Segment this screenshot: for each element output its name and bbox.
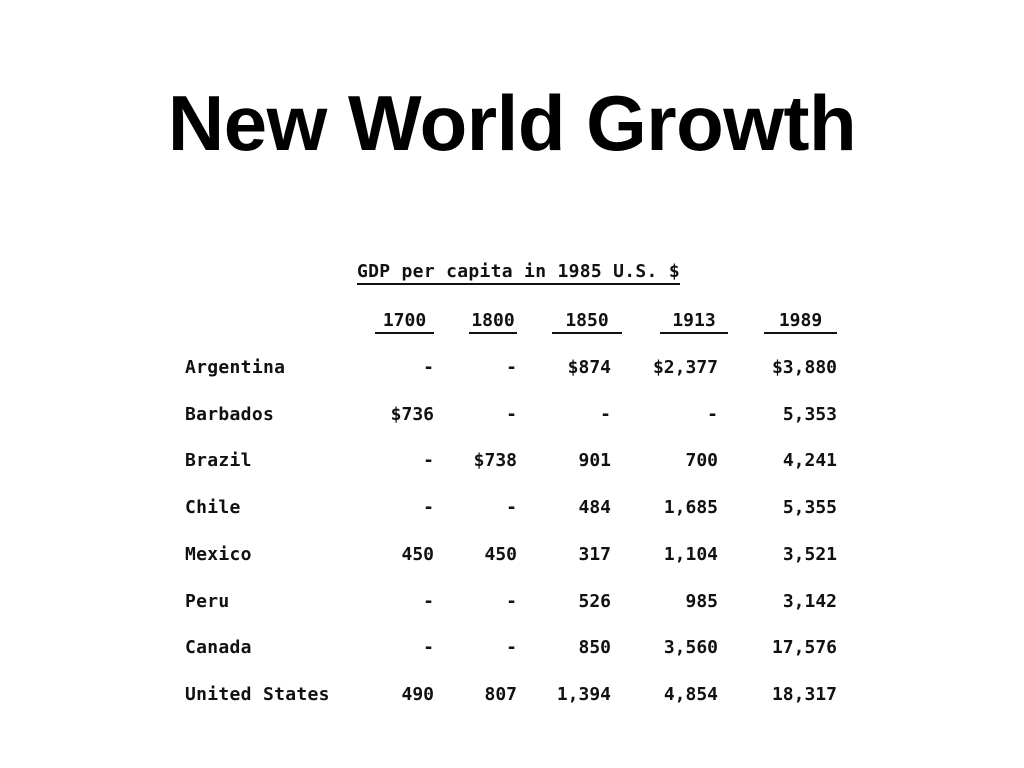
table-cell: - [506,357,517,378]
table-cell: 18,317 [771,684,837,705]
table-cell: - [423,637,434,658]
table-cell: 985 [685,591,718,612]
row-label-country: United States [185,684,330,705]
table-cell: 3,560 [663,637,718,658]
row-label-country: Barbados [185,404,275,425]
table-cell: 450 [401,544,434,565]
column-header-1850: 1850 [552,310,622,334]
table-cell: $874 [567,357,611,378]
row-label-country: Mexico [185,544,252,565]
table-cell: 17,576 [771,637,837,658]
table-caption: GDP per capita in 1985 U.S. $ [357,261,680,285]
table-cell: 1,394 [556,684,611,705]
table-cell: 1,104 [663,544,718,565]
table-cell: - [423,591,434,612]
table-cell: 3,142 [782,591,837,612]
table-cell: 5,353 [782,404,837,425]
table-cell: 4,854 [663,684,718,705]
row-label-country: Peru [185,591,230,612]
row-label-country: Argentina [185,357,286,378]
table-cell: - [707,404,718,425]
table-cell: - [506,497,517,518]
table-cell: $738 [473,450,517,471]
table-cell: 450 [484,544,517,565]
table-cell: 901 [578,450,611,471]
table-cell: 1,685 [663,497,718,518]
table-cell: 700 [685,450,718,471]
table-cell: 4,241 [782,450,837,471]
table-cell: 484 [578,497,611,518]
column-header-1989: 1989 [764,310,837,334]
table-cell: - [423,357,434,378]
table-cell: 317 [578,544,611,565]
row-label-country: Canada [185,637,252,658]
table-cell: 5,355 [782,497,837,518]
table-cell: - [423,450,434,471]
table-cell: $3,880 [771,357,837,378]
row-label-country: Brazil [185,450,252,471]
table-cell: 850 [578,637,611,658]
slide-title: New World Growth [167,79,857,167]
column-header-1800: 1800 [469,310,517,334]
table-cell: - [423,497,434,518]
table-cell: - [506,404,517,425]
row-label-country: Chile [185,497,241,518]
column-header-1913: 1913 [660,310,728,334]
table-cell: $2,377 [652,357,718,378]
table-cell: 3,521 [782,544,837,565]
table-cell: 526 [578,591,611,612]
column-header-1700: 1700 [375,310,434,334]
table-cell: - [506,591,517,612]
table-cell: - [600,404,611,425]
table-cell: $736 [390,404,434,425]
table-cell: 807 [484,684,517,705]
table-cell: 490 [401,684,434,705]
table-cell: - [506,637,517,658]
